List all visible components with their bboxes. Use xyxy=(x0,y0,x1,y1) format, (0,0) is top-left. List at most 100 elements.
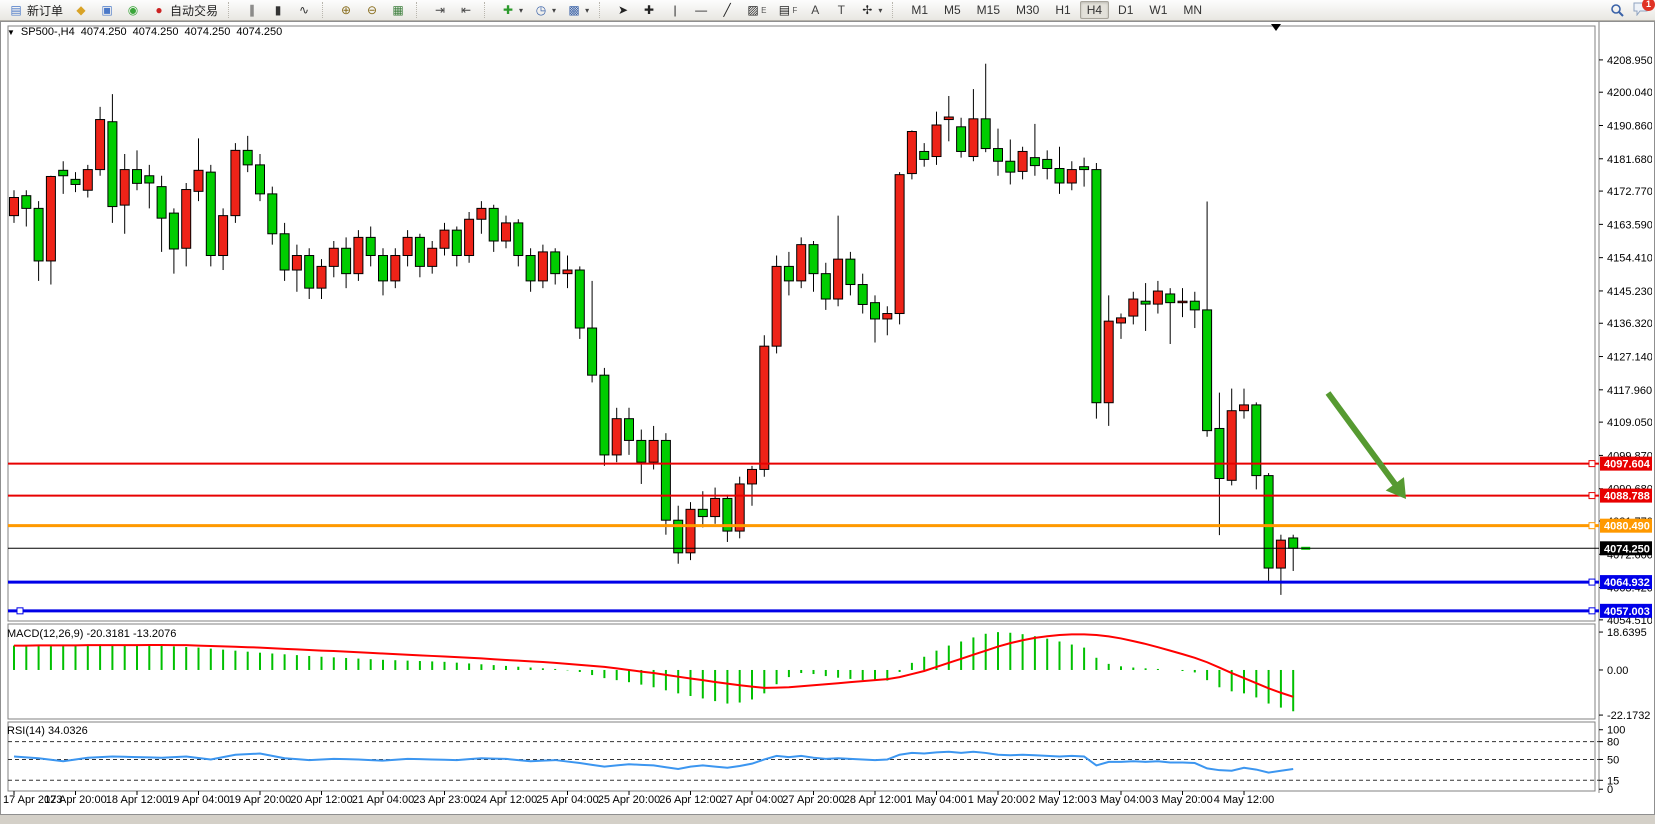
candle-body xyxy=(1029,157,1040,167)
timeframe-m15[interactable]: M15 xyxy=(976,3,1001,17)
timeframe-m30[interactable]: M30 xyxy=(1016,3,1040,17)
candle-body xyxy=(45,175,56,262)
tile-windows-icon: ▦ xyxy=(392,2,404,17)
timeframe-w1[interactable]: W1 xyxy=(1149,3,1168,17)
candle-body xyxy=(255,164,265,195)
horizontal-lines[interactable]: 4097.604 4088.788 4080.490 4074.250 4064.932… xyxy=(8,456,1652,618)
notification-badge: 1 xyxy=(1642,0,1655,11)
candle-body xyxy=(488,207,499,242)
zoom-out-button[interactable]: ⊖ xyxy=(359,1,385,20)
horizontal-line-button[interactable]: — xyxy=(688,1,714,20)
timeframe-m5[interactable]: M5 xyxy=(944,3,961,17)
bar-chart-button[interactable]: ∥ xyxy=(239,1,265,20)
line-anchor[interactable] xyxy=(1588,522,1596,530)
add-indicator-button[interactable]: ✚ ▾ xyxy=(495,1,528,20)
candle-body xyxy=(771,265,782,347)
fibonacci-button[interactable]: ▤ F xyxy=(771,1,802,20)
line-anchor[interactable] xyxy=(1588,578,1596,586)
autotrading-button[interactable]: ● 自动交易 xyxy=(146,0,223,21)
period-clock-icon: ◷ xyxy=(535,2,547,17)
chevron-down-icon[interactable]: ▾ xyxy=(552,5,557,15)
fibonacci-icon: ▤ xyxy=(778,2,791,17)
candle-body xyxy=(193,169,204,192)
chat-button[interactable]: 1 xyxy=(1633,0,1655,19)
terminal-button[interactable]: ▣ xyxy=(94,1,120,20)
arrow-annotation[interactable] xyxy=(1325,391,1406,499)
candle-body xyxy=(1189,300,1200,311)
channel-button[interactable]: ▨ E xyxy=(740,1,771,20)
price-line-label-bg xyxy=(1600,488,1652,503)
chart-canvas[interactable]: 4208.950 4200.040 4190.860 4181.680 4172.770… xyxy=(1,22,1653,812)
time-label: 19 Apr 20:00 xyxy=(229,794,291,806)
rsi-label: RSI(14) 34.0326 xyxy=(7,725,88,737)
search-icon[interactable] xyxy=(1609,3,1625,18)
line-anchor[interactable] xyxy=(16,607,24,615)
arrow-shaft xyxy=(1325,391,1401,490)
new-order-button[interactable]: ▤ 新订单 xyxy=(3,0,68,21)
trendline-button[interactable]: ╱ xyxy=(714,1,740,20)
line-anchor[interactable] xyxy=(1588,492,1596,500)
svg-text:80: 80 xyxy=(1607,737,1619,749)
svg-text:4127.140: 4127.140 xyxy=(1607,352,1652,364)
autoscroll-button[interactable]: ⇤ xyxy=(453,1,479,20)
arrow-head-icon xyxy=(1385,477,1406,499)
timeframe-d1[interactable]: D1 xyxy=(1118,3,1134,17)
candle-body xyxy=(882,313,893,320)
vertical-line-button[interactable]: | xyxy=(662,1,688,20)
candle-body xyxy=(181,189,192,249)
text-label-button[interactable]: T xyxy=(828,1,854,20)
candlestick-icon: ▮ xyxy=(274,2,282,17)
text-button[interactable]: A xyxy=(802,1,828,20)
time-label: 25 Apr 04:00 xyxy=(536,794,598,806)
shift-chart-button[interactable]: ⇥ xyxy=(427,1,453,20)
candle-body xyxy=(1042,158,1053,169)
quote-close: 4074.250 xyxy=(236,26,283,38)
svg-text:4054.510: 4054.510 xyxy=(1607,615,1652,627)
candle-body xyxy=(562,269,573,275)
candle-body xyxy=(501,222,511,242)
line-anchor[interactable] xyxy=(1588,460,1596,468)
toolbar-separator xyxy=(484,2,490,18)
timeframe-h4[interactable]: H4 xyxy=(1079,1,1110,19)
main-pane[interactable] xyxy=(7,25,1596,622)
candle-body xyxy=(1288,537,1299,549)
candle-body xyxy=(537,251,548,282)
svg-text:4208.950: 4208.950 xyxy=(1607,55,1652,67)
charts-button[interactable]: ◆ xyxy=(68,1,94,20)
timeframe-mn[interactable]: MN xyxy=(1183,3,1203,17)
chevron-down-icon[interactable]: ▾ xyxy=(585,5,590,15)
zoom-in-button[interactable]: ⊕ xyxy=(333,1,359,20)
collapse-triangle-icon[interactable]: ▼ xyxy=(7,27,15,37)
chevron-down-icon[interactable]: ▾ xyxy=(878,5,883,15)
svg-text:0: 0 xyxy=(1607,784,1613,796)
autotrading-label: 自动交易 xyxy=(170,3,219,18)
price-axis[interactable]: 4208.950 4200.040 4190.860 4181.680 4172.770… xyxy=(1599,55,1653,627)
price-line-label-bg xyxy=(1600,541,1652,556)
arrows-button[interactable]: ✢ ▾ xyxy=(854,1,887,20)
crosshair-button[interactable]: ✚ xyxy=(636,1,662,20)
candle-body xyxy=(1214,427,1225,480)
fibonacci-icon-suffix: F xyxy=(792,5,798,15)
timeframe-m1[interactable]: M1 xyxy=(911,3,928,17)
signal-button[interactable]: ◉ xyxy=(120,1,146,20)
macd-signal-line xyxy=(14,633,1294,698)
period-clock-button[interactable]: ◷ ▾ xyxy=(528,1,561,20)
candlestick-button[interactable]: ▮ xyxy=(265,1,291,20)
cursor-button[interactable]: ➤ xyxy=(610,1,636,20)
template-button[interactable]: ▩ ▾ xyxy=(561,1,594,20)
timeframe-h1[interactable]: H1 xyxy=(1055,3,1071,17)
time-label: 20 Apr 12:00 xyxy=(290,794,352,806)
candle-body xyxy=(894,174,905,315)
chevron-down-icon[interactable]: ▾ xyxy=(519,5,524,15)
candle-body xyxy=(365,236,376,257)
channel-icon-suffix: E xyxy=(761,5,767,15)
line-chart-button[interactable]: ∿ xyxy=(291,1,317,20)
chart-shift-marker[interactable] xyxy=(1271,24,1281,31)
line-anchor[interactable] xyxy=(1588,607,1596,615)
candle-body xyxy=(648,439,659,463)
candle-body xyxy=(1152,290,1163,305)
tile-windows-button[interactable]: ▦ xyxy=(385,1,411,20)
time-label: 3 May 04:00 xyxy=(1091,794,1152,806)
